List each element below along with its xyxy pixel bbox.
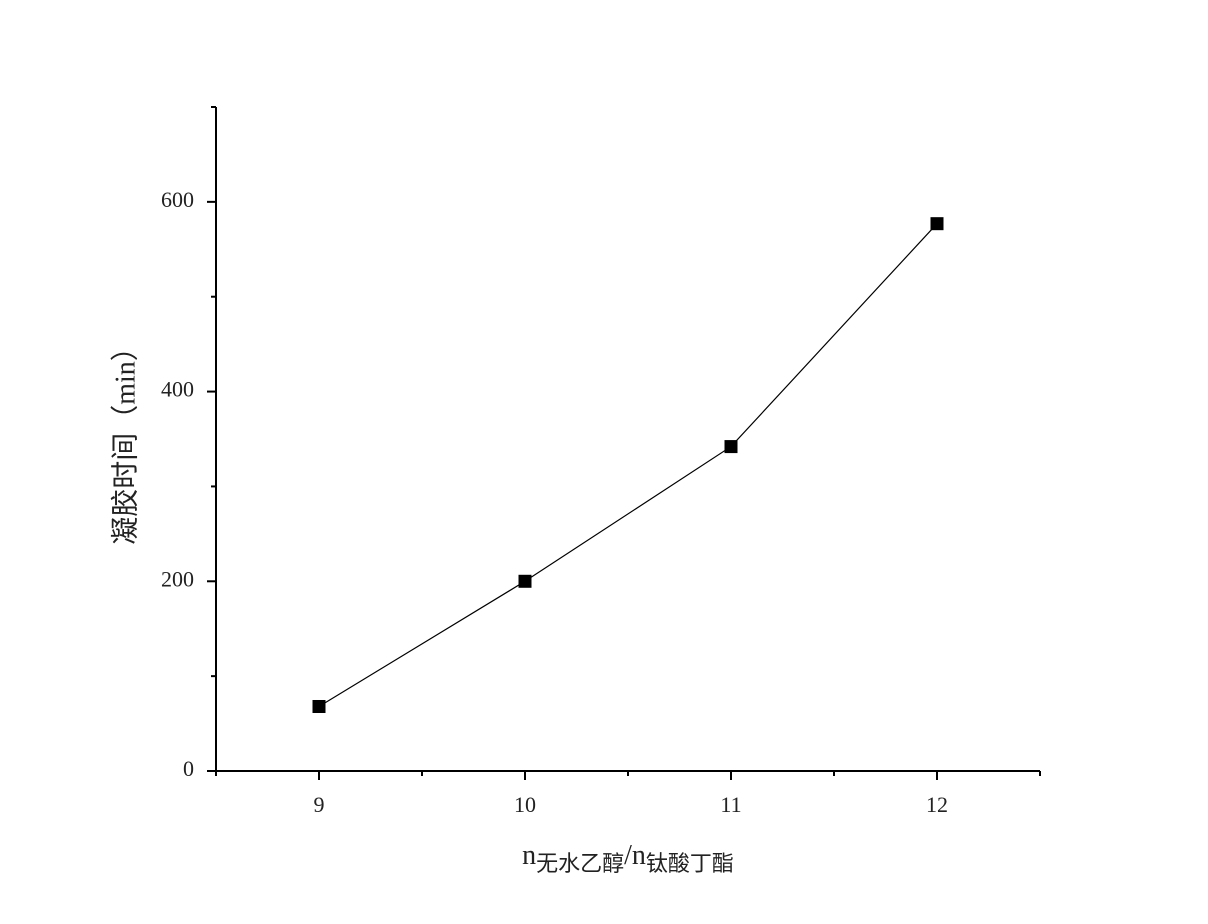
- y-tick-label: 200: [161, 566, 194, 591]
- data-point: [518, 574, 532, 588]
- data-point: [724, 440, 738, 454]
- x-axis-label-part: 钛酸丁酯: [646, 851, 734, 876]
- data-point: [930, 217, 944, 231]
- x-axis-label-part: /n: [624, 840, 646, 871]
- y-axis-label: 凝胶时间（min）: [109, 333, 141, 545]
- x-axis-label-part: n: [522, 840, 536, 871]
- data-point: [312, 699, 326, 713]
- y-tick-label: 400: [161, 377, 194, 402]
- x-tick-label: 11: [720, 792, 741, 817]
- x-tick-label: 12: [926, 792, 948, 817]
- y-tick-label: 600: [161, 187, 194, 212]
- x-axis-label: n无水乙醇/n钛酸丁酯: [522, 840, 734, 876]
- x-tick-label: 10: [514, 792, 536, 817]
- x-axis-label-part: 无水乙醇: [536, 851, 624, 876]
- data-line: [318, 223, 938, 708]
- y-tick-label: 0: [183, 756, 194, 781]
- x-tick-label: 9: [314, 792, 325, 817]
